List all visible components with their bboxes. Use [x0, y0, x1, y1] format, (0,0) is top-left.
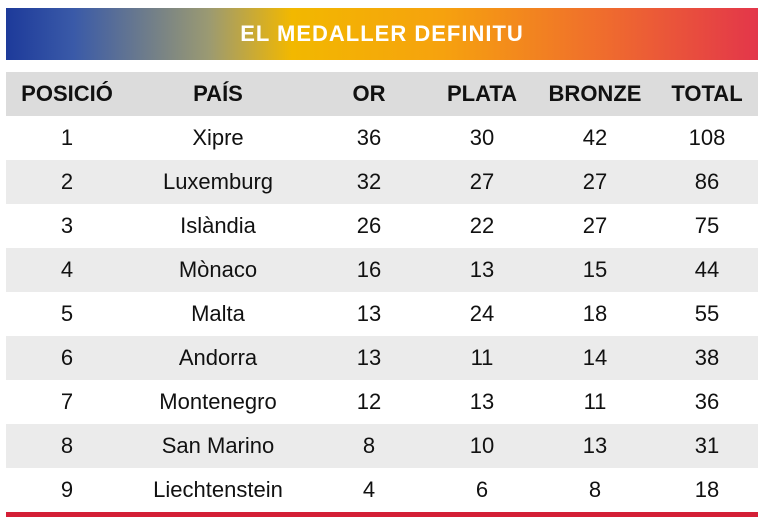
bronze-cell: 27 [534, 204, 656, 248]
bronze-cell: 11 [534, 380, 656, 424]
country-cell: Liechtenstein [128, 468, 308, 512]
column-header-country: PAÍS [128, 72, 308, 116]
column-header-silver: PLATA [430, 72, 534, 116]
silver-cell: 30 [430, 116, 534, 160]
medal-table: POSICIÓ PAÍS OR PLATA BRONZE TOTAL 1 Xipr… [6, 72, 758, 512]
total-cell: 38 [656, 336, 758, 380]
gold-cell: 8 [308, 424, 430, 468]
table-row: 5 Malta 13 24 18 55 [6, 292, 758, 336]
header-row: POSICIÓ PAÍS OR PLATA BRONZE TOTAL [6, 72, 758, 116]
bronze-cell: 42 [534, 116, 656, 160]
gold-cell: 36 [308, 116, 430, 160]
total-cell: 108 [656, 116, 758, 160]
total-cell: 75 [656, 204, 758, 248]
column-header-bronze: BRONZE [534, 72, 656, 116]
bronze-cell: 27 [534, 160, 656, 204]
position-cell: 3 [6, 204, 128, 248]
table-row: 2 Luxemburg 32 27 27 86 [6, 160, 758, 204]
position-cell: 7 [6, 380, 128, 424]
table-row: 9 Liechtenstein 4 6 8 18 [6, 468, 758, 512]
table-row: 8 San Marino 8 10 13 31 [6, 424, 758, 468]
position-cell: 1 [6, 116, 128, 160]
country-cell: Xipre [128, 116, 308, 160]
gold-cell: 4 [308, 468, 430, 512]
silver-cell: 13 [430, 380, 534, 424]
silver-cell: 10 [430, 424, 534, 468]
table-row: 3 Islàndia 26 22 27 75 [6, 204, 758, 248]
page-title: EL MEDALLER DEFINITU [240, 21, 524, 46]
table-header: POSICIÓ PAÍS OR PLATA BRONZE TOTAL [6, 72, 758, 116]
table-row: 4 Mònaco 16 13 15 44 [6, 248, 758, 292]
gold-cell: 26 [308, 204, 430, 248]
country-cell: Malta [128, 292, 308, 336]
position-cell: 9 [6, 468, 128, 512]
silver-cell: 22 [430, 204, 534, 248]
table-row: 6 Andorra 13 11 14 38 [6, 336, 758, 380]
gold-cell: 13 [308, 336, 430, 380]
total-cell: 55 [656, 292, 758, 336]
column-header-position: POSICIÓ [6, 72, 128, 116]
column-header-total: TOTAL [656, 72, 758, 116]
position-cell: 5 [6, 292, 128, 336]
silver-cell: 24 [430, 292, 534, 336]
bottom-rule [6, 512, 758, 517]
country-cell: Islàndia [128, 204, 308, 248]
title-banner: EL MEDALLER DEFINITU [6, 8, 758, 60]
bronze-cell: 18 [534, 292, 656, 336]
total-cell: 86 [656, 160, 758, 204]
bronze-cell: 13 [534, 424, 656, 468]
position-cell: 8 [6, 424, 128, 468]
position-cell: 4 [6, 248, 128, 292]
position-cell: 2 [6, 160, 128, 204]
silver-cell: 13 [430, 248, 534, 292]
gold-cell: 16 [308, 248, 430, 292]
column-header-gold: OR [308, 72, 430, 116]
total-cell: 36 [656, 380, 758, 424]
table-row: 7 Montenegro 12 13 11 36 [6, 380, 758, 424]
table-body: 1 Xipre 36 30 42 108 2 Luxemburg 32 27 27 86 3 Islànd… [6, 116, 758, 512]
gold-cell: 32 [308, 160, 430, 204]
total-cell: 18 [656, 468, 758, 512]
position-cell: 6 [6, 336, 128, 380]
country-cell: Montenegro [128, 380, 308, 424]
silver-cell: 11 [430, 336, 534, 380]
silver-cell: 6 [430, 468, 534, 512]
country-cell: San Marino [128, 424, 308, 468]
bronze-cell: 8 [534, 468, 656, 512]
country-cell: Mònaco [128, 248, 308, 292]
gold-cell: 13 [308, 292, 430, 336]
silver-cell: 27 [430, 160, 534, 204]
total-cell: 44 [656, 248, 758, 292]
bronze-cell: 15 [534, 248, 656, 292]
total-cell: 31 [656, 424, 758, 468]
country-cell: Andorra [128, 336, 308, 380]
bronze-cell: 14 [534, 336, 656, 380]
gold-cell: 12 [308, 380, 430, 424]
country-cell: Luxemburg [128, 160, 308, 204]
table-row: 1 Xipre 36 30 42 108 [6, 116, 758, 160]
